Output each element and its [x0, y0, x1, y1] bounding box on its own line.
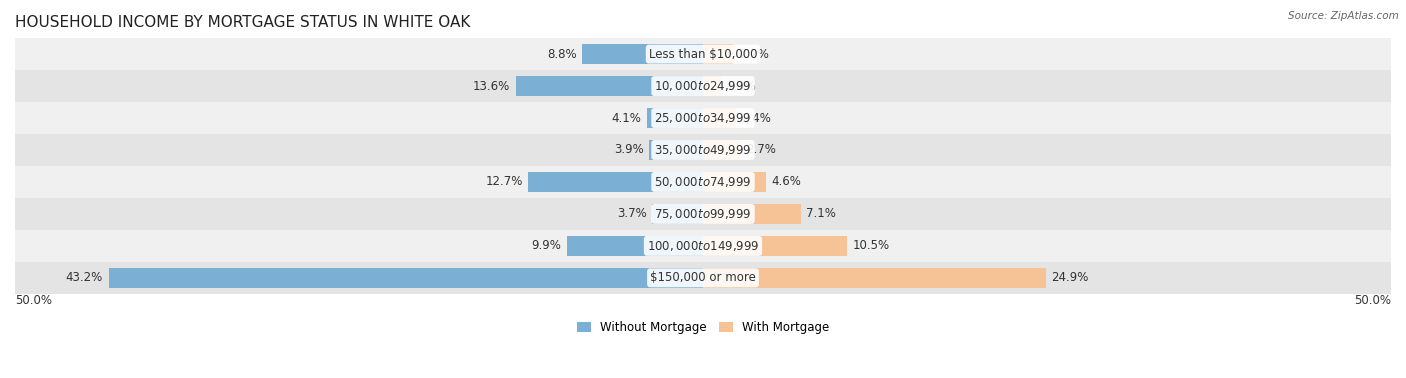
- Text: 4.1%: 4.1%: [612, 112, 641, 124]
- Bar: [15, 230, 1391, 262]
- Text: 9.9%: 9.9%: [531, 239, 561, 253]
- Text: 50.0%: 50.0%: [15, 294, 52, 307]
- Bar: [15, 262, 1391, 294]
- Text: 1.3%: 1.3%: [727, 79, 756, 93]
- Bar: [15, 134, 1391, 166]
- Bar: [703, 108, 735, 128]
- Text: 43.2%: 43.2%: [66, 271, 103, 284]
- Text: 3.9%: 3.9%: [614, 144, 644, 156]
- Text: $75,000 to $99,999: $75,000 to $99,999: [654, 207, 752, 221]
- Bar: [15, 38, 1391, 70]
- Text: $100,000 to $149,999: $100,000 to $149,999: [647, 239, 759, 253]
- Bar: [703, 44, 734, 64]
- Bar: [703, 204, 800, 224]
- Text: 12.7%: 12.7%: [485, 175, 523, 189]
- Bar: [108, 268, 703, 288]
- Bar: [652, 204, 703, 224]
- Text: Source: ZipAtlas.com: Source: ZipAtlas.com: [1288, 11, 1399, 21]
- Bar: [529, 172, 703, 192]
- Text: $150,000 or more: $150,000 or more: [650, 271, 756, 284]
- Text: 7.1%: 7.1%: [806, 208, 837, 220]
- Bar: [15, 102, 1391, 134]
- Text: 4.6%: 4.6%: [772, 175, 801, 189]
- Text: 50.0%: 50.0%: [1354, 294, 1391, 307]
- Text: 13.6%: 13.6%: [472, 79, 510, 93]
- Text: 24.9%: 24.9%: [1052, 271, 1088, 284]
- Bar: [15, 166, 1391, 198]
- Text: $35,000 to $49,999: $35,000 to $49,999: [654, 143, 752, 157]
- Bar: [516, 76, 703, 96]
- Text: 2.2%: 2.2%: [738, 48, 769, 60]
- Text: Less than $10,000: Less than $10,000: [648, 48, 758, 60]
- Text: 10.5%: 10.5%: [853, 239, 890, 253]
- Text: 2.7%: 2.7%: [745, 144, 776, 156]
- Text: $10,000 to $24,999: $10,000 to $24,999: [654, 79, 752, 93]
- Text: $25,000 to $34,999: $25,000 to $34,999: [654, 111, 752, 125]
- Bar: [703, 172, 766, 192]
- Bar: [703, 140, 740, 160]
- Text: HOUSEHOLD INCOME BY MORTGAGE STATUS IN WHITE OAK: HOUSEHOLD INCOME BY MORTGAGE STATUS IN W…: [15, 15, 471, 30]
- Text: $50,000 to $74,999: $50,000 to $74,999: [654, 175, 752, 189]
- Legend: Without Mortgage, With Mortgage: Without Mortgage, With Mortgage: [576, 321, 830, 334]
- Bar: [703, 236, 848, 256]
- Bar: [703, 76, 721, 96]
- Bar: [703, 268, 1046, 288]
- Text: 8.8%: 8.8%: [547, 48, 576, 60]
- Bar: [567, 236, 703, 256]
- Bar: [15, 198, 1391, 230]
- Text: 3.7%: 3.7%: [617, 208, 647, 220]
- Text: 2.4%: 2.4%: [741, 112, 772, 124]
- Bar: [15, 70, 1391, 102]
- Bar: [647, 108, 703, 128]
- Bar: [650, 140, 703, 160]
- Bar: [582, 44, 703, 64]
